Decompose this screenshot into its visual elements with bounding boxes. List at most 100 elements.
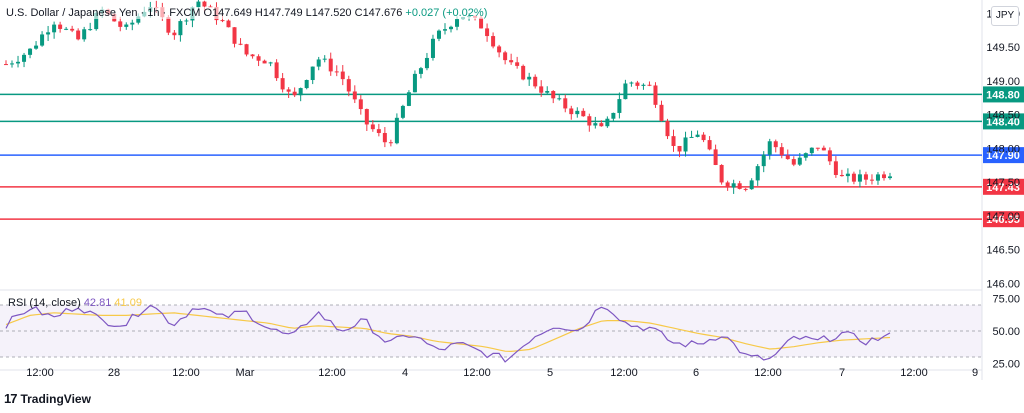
rsi-label: RSI (14, close) <box>8 297 81 309</box>
candle-body <box>196 1 201 8</box>
candle-body <box>388 142 393 144</box>
rsi-tick-label: 50.00 <box>992 326 1020 338</box>
candle-body <box>136 16 141 23</box>
candle-body <box>581 110 586 117</box>
time-axis: 12:00 28 12:00 Mar 12:00 4 12:00 5 12:00 6 12:00 7 1… <box>26 367 978 379</box>
candle-body <box>244 44 249 55</box>
candle-body <box>328 58 333 72</box>
ohlc-high: H147.749 <box>254 7 303 19</box>
candle-body <box>88 29 93 31</box>
candle-body <box>545 91 550 93</box>
candle-body <box>202 1 207 7</box>
candle-body <box>172 32 177 36</box>
candle-body <box>364 109 369 125</box>
candle-body <box>647 84 652 86</box>
candle-body <box>226 20 231 28</box>
candle-body <box>34 45 39 49</box>
currency-button[interactable]: JPY <box>991 6 1019 26</box>
candle-body <box>851 173 856 182</box>
candle-body <box>46 32 51 35</box>
candle-body <box>557 98 562 100</box>
level-label: 147.90 <box>986 150 1020 162</box>
candle-body <box>785 155 790 160</box>
symbol-title: U.S. Dollar / Japanese Yen · 1h · FXCM <box>6 7 201 19</box>
candle-body <box>635 82 640 86</box>
candle-body <box>881 174 886 179</box>
candle-body <box>527 76 532 80</box>
candle-body <box>400 105 405 118</box>
candle-body <box>521 65 526 80</box>
time-tick-label: 12:00 <box>754 367 782 379</box>
candle-body <box>238 43 243 45</box>
brand-name: TradingView <box>20 391 91 406</box>
candle-body <box>653 85 658 105</box>
tradingview-logo-icon: 17 <box>4 391 18 406</box>
candle-body <box>358 99 363 110</box>
time-tick-label: 5 <box>547 367 553 379</box>
candle-body <box>743 188 748 190</box>
candle-body <box>334 71 339 73</box>
rsi-pane <box>5 304 891 363</box>
candles <box>4 0 892 194</box>
candle-body <box>617 99 622 113</box>
time-tick-label: 12:00 <box>26 367 54 379</box>
candle-body <box>665 120 670 137</box>
ohlc-close: C147.676 <box>354 7 403 19</box>
candle-body <box>370 124 375 130</box>
candle-body <box>809 147 814 154</box>
candle-body <box>376 129 381 133</box>
candle-body <box>274 62 279 79</box>
candle-body <box>352 91 357 100</box>
candle-body <box>857 174 862 182</box>
price-tick-label: 148.50 <box>986 110 1020 122</box>
candle-body <box>178 21 183 36</box>
candle-body <box>701 134 706 141</box>
rsi-header: RSI (14, close) 42.81 41.09 <box>8 297 142 309</box>
candle-body <box>683 137 688 152</box>
candle-body <box>575 110 580 115</box>
price-tick-label: 146.50 <box>986 245 1020 257</box>
level-label: 148.40 <box>986 116 1020 128</box>
level-tag <box>983 178 1024 195</box>
candle-body <box>40 34 45 46</box>
time-tick-label: 12:00 <box>900 367 928 379</box>
levels: 148.80 148.40 147.90 147.43 146.95 <box>0 86 1024 228</box>
candle-body <box>430 38 435 58</box>
level-tag <box>983 113 1024 130</box>
footer[interactable]: 17 TradingView <box>4 391 91 406</box>
candle-body <box>340 71 345 80</box>
candle-body <box>731 183 736 188</box>
candle-body <box>797 157 802 165</box>
candle-body <box>671 136 676 146</box>
candle-body <box>515 62 520 66</box>
candle-body <box>436 30 441 39</box>
candle-body <box>166 17 171 33</box>
candle-body <box>623 83 628 100</box>
candle-body <box>280 78 285 90</box>
candle-body <box>70 28 75 31</box>
candle-body <box>394 117 399 144</box>
time-tick-label: 12:00 <box>318 367 346 379</box>
candle-body <box>569 108 574 115</box>
candle-body <box>304 80 309 89</box>
candle-body <box>232 27 237 44</box>
candle-body <box>863 174 868 180</box>
candle-body <box>250 54 255 57</box>
candle-body <box>605 118 610 127</box>
candle-body <box>118 21 123 27</box>
candle-body <box>888 176 892 179</box>
level-tag <box>983 147 1024 164</box>
candle-body <box>485 28 490 37</box>
rsi-line <box>5 304 891 363</box>
candle-body <box>779 147 784 156</box>
time-tick-label: 4 <box>402 367 408 379</box>
candle-body <box>52 24 57 33</box>
candle-body <box>256 56 261 61</box>
candle-body <box>839 174 844 177</box>
candle-body <box>659 104 664 121</box>
candle-body <box>58 24 63 29</box>
candle-body <box>479 17 484 29</box>
candle-body <box>64 28 69 30</box>
price-axis: 150.00149.50149.00148.50148.00147.50147.… <box>986 8 1020 370</box>
